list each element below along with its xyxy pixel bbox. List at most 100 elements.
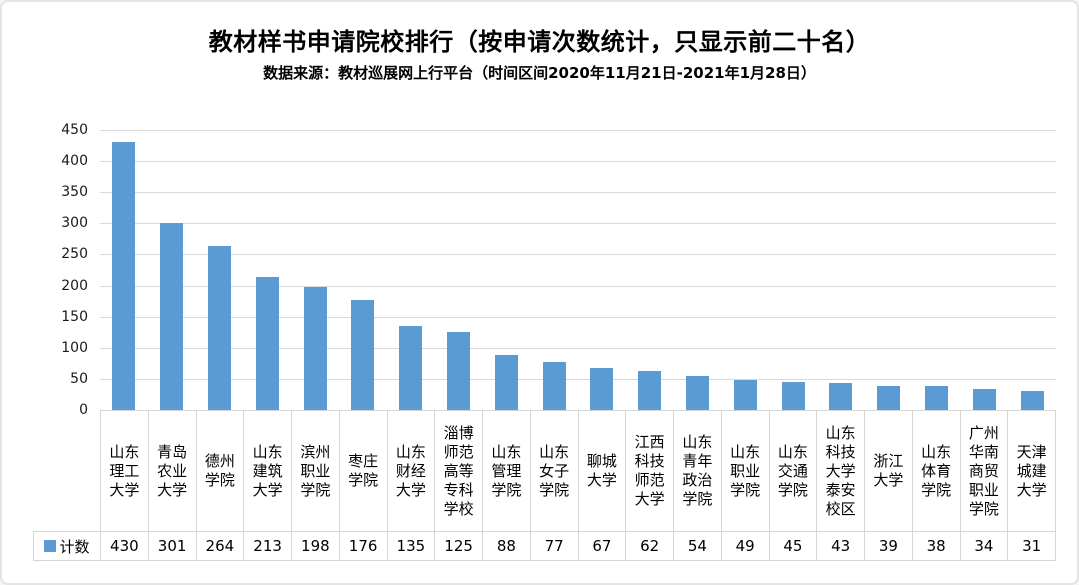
bar bbox=[399, 326, 422, 410]
value-cell: 213 bbox=[244, 532, 292, 560]
series-color-swatch-icon bbox=[44, 540, 57, 552]
value-cell: 34 bbox=[961, 532, 1009, 560]
category-label: 德州学院 bbox=[204, 452, 235, 489]
value-cell: 54 bbox=[674, 532, 722, 560]
value-cell: 88 bbox=[483, 532, 531, 560]
value-cell: 198 bbox=[292, 532, 340, 560]
category-label-cell: 山东交通学院 bbox=[770, 411, 818, 531]
bar bbox=[638, 371, 661, 410]
category-label-cell: 山东体育学院 bbox=[913, 411, 961, 531]
bar bbox=[447, 332, 470, 410]
category-label-cell: 江西科技师范大学 bbox=[626, 411, 674, 531]
y-axis-tick-label: 200 bbox=[61, 278, 88, 294]
category-label-cell: 淄博师范高等专科学校 bbox=[435, 411, 483, 531]
category-label-cell: 山东管理学院 bbox=[483, 411, 531, 531]
category-label: 山东交通学院 bbox=[777, 442, 808, 499]
category-label-cell: 枣庄学院 bbox=[340, 411, 388, 531]
gridline bbox=[100, 130, 1056, 131]
category-label: 山东科技大学泰安校区 bbox=[825, 423, 856, 518]
category-label-cell: 德州学院 bbox=[197, 411, 245, 531]
value-cell: 45 bbox=[770, 532, 818, 560]
y-axis-tick-label: 100 bbox=[61, 340, 88, 356]
value-cell: 264 bbox=[197, 532, 245, 560]
category-label: 山东财经大学 bbox=[395, 442, 426, 499]
bar bbox=[208, 246, 231, 410]
y-axis-tick-label: 150 bbox=[61, 309, 88, 325]
y-axis-tick-label: 450 bbox=[61, 122, 88, 138]
bar bbox=[256, 277, 279, 410]
category-label: 天津城建大学 bbox=[1016, 442, 1047, 499]
category-label: 山东体育学院 bbox=[921, 442, 952, 499]
value-cell: 49 bbox=[722, 532, 770, 560]
category-label: 山东管理学院 bbox=[491, 442, 522, 499]
category-label: 山东职业学院 bbox=[730, 442, 761, 499]
y-axis-tick-label: 350 bbox=[61, 184, 88, 200]
value-cell: 125 bbox=[435, 532, 483, 560]
bar bbox=[734, 380, 757, 410]
bar bbox=[782, 382, 805, 410]
category-label-cell: 青岛农业大学 bbox=[149, 411, 197, 531]
category-label-cell: 聊城大学 bbox=[579, 411, 627, 531]
bar bbox=[543, 362, 566, 410]
category-label: 淄博师范高等专科学校 bbox=[443, 423, 474, 518]
category-label: 山东理工大学 bbox=[109, 442, 140, 499]
bar bbox=[877, 386, 900, 410]
gridline bbox=[100, 223, 1056, 224]
bar bbox=[112, 142, 135, 410]
y-axis-tick-label: 400 bbox=[61, 153, 88, 169]
category-label-cell: 山东科技大学泰安校区 bbox=[817, 411, 865, 531]
value-cell: 176 bbox=[340, 532, 388, 560]
gridline bbox=[100, 192, 1056, 193]
value-cell: 301 bbox=[149, 532, 197, 560]
data-table-category-row: 山东理工大学 青岛农业大学 德州学院 山东建筑大学 滨州职业学院 枣庄学院 山东财经大学 淄博… bbox=[100, 410, 1056, 531]
gridline bbox=[100, 379, 1056, 380]
value-cell: 135 bbox=[388, 532, 436, 560]
y-axis-tick-label: 0 bbox=[79, 402, 88, 418]
legend-key: 计数 bbox=[33, 531, 100, 561]
category-label-cell: 山东青年政治学院 bbox=[674, 411, 722, 531]
gridline bbox=[100, 161, 1056, 162]
bar bbox=[590, 368, 613, 410]
category-label: 山东建筑大学 bbox=[252, 442, 283, 499]
category-label-cell: 滨州职业学院 bbox=[292, 411, 340, 531]
value-cell: 67 bbox=[579, 532, 627, 560]
category-label-cell: 山东职业学院 bbox=[722, 411, 770, 531]
category-label-cell: 天津城建大学 bbox=[1008, 411, 1055, 531]
data-table-value-row: 430 301 264 213 198 176 135 125 88 77 67 62 54 49 45 43… bbox=[100, 531, 1056, 561]
y-axis-tick-label: 50 bbox=[70, 371, 88, 387]
bar bbox=[160, 223, 183, 410]
category-label: 江西科技师范大学 bbox=[634, 433, 665, 508]
bar bbox=[351, 300, 374, 410]
category-label: 山东青年政治学院 bbox=[682, 433, 713, 508]
value-cell: 43 bbox=[817, 532, 865, 560]
category-label: 滨州职业学院 bbox=[300, 442, 331, 499]
category-label-cell: 山东财经大学 bbox=[388, 411, 436, 531]
y-axis-tick-label: 300 bbox=[61, 215, 88, 231]
category-label: 青岛农业大学 bbox=[157, 442, 188, 499]
category-label: 枣庄学院 bbox=[348, 452, 379, 489]
bar bbox=[1021, 391, 1044, 410]
bar bbox=[495, 355, 518, 410]
y-axis-tick-label: 250 bbox=[61, 246, 88, 262]
gridline bbox=[100, 348, 1056, 349]
bar bbox=[686, 376, 709, 410]
gridline bbox=[100, 317, 1056, 318]
value-cell: 62 bbox=[626, 532, 674, 560]
plot-area bbox=[100, 130, 1056, 410]
bar bbox=[829, 383, 852, 410]
category-label: 广州华南商贸职业学院 bbox=[968, 423, 999, 518]
category-label-cell: 山东女子学院 bbox=[531, 411, 579, 531]
category-label-cell: 山东理工大学 bbox=[101, 411, 149, 531]
bar bbox=[973, 389, 996, 410]
value-cell: 39 bbox=[865, 532, 913, 560]
legend-series-label: 计数 bbox=[59, 537, 90, 556]
bar bbox=[304, 287, 327, 410]
category-label: 聊城大学 bbox=[586, 452, 617, 489]
value-cell: 31 bbox=[1022, 537, 1042, 555]
value-cell: 77 bbox=[531, 532, 579, 560]
chart-title: 教材样书申请院校排行（按申请次数统计，只显示前二十名） bbox=[208, 28, 871, 56]
value-cell: 430 bbox=[101, 532, 149, 560]
category-label-cell: 广州华南商贸职业学院 bbox=[961, 411, 1009, 531]
category-label-cell: 浙江大学 bbox=[865, 411, 913, 531]
category-label: 山东女子学院 bbox=[539, 442, 570, 499]
